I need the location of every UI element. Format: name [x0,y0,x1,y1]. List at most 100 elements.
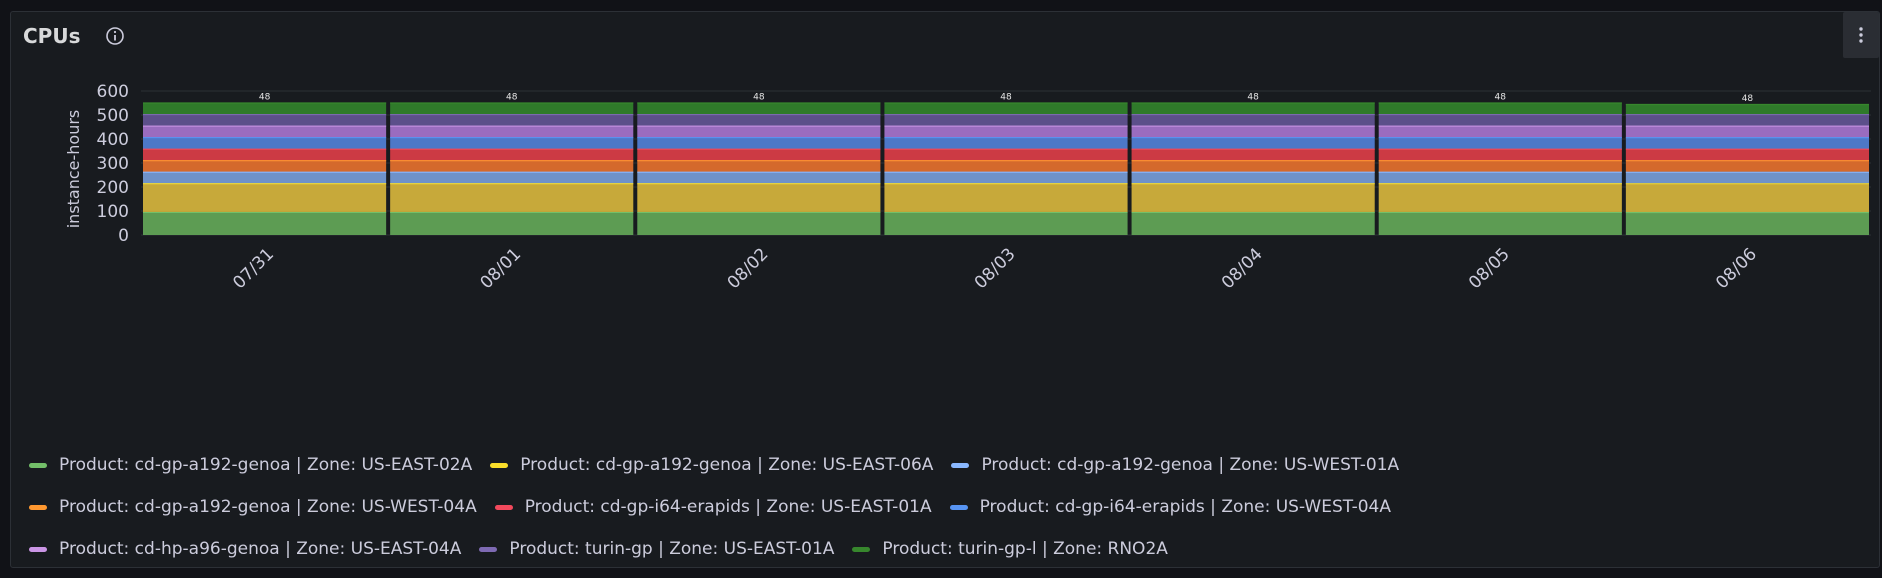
bar-segment [637,211,881,235]
kebab-menu-icon [1859,27,1863,43]
bar-segment [143,137,387,149]
legend-label: Product: cd-gp-i64-erapids | Zone: US-EA… [524,497,932,517]
bar-segment [143,114,387,126]
bar-segment [1625,171,1869,184]
bar-segment [1378,171,1622,184]
cpus-chart: 0100200300400500600instance-hours964807/… [64,82,1871,293]
legend-swatch [951,462,970,468]
legend-item[interactable]: Product: turin-gp-l | Zone: RNO2A [852,536,1168,562]
bar-data-label: 48 [1742,94,1754,104]
legend-item[interactable]: Product: cd-gp-i64-erapids | Zone: US-EA… [494,494,932,520]
bar-data-label: 48 [259,93,271,103]
bar-segment [390,114,634,126]
panel-menu-button[interactable] [1843,12,1879,58]
y-tick-label: 600 [97,82,129,102]
bar-segment [884,183,1128,212]
bar-segment [1378,160,1622,172]
bar-segment [637,148,881,161]
legend-item[interactable]: Product: cd-gp-a192-genoa | Zone: US-WES… [29,494,477,520]
y-tick-label: 200 [97,178,129,198]
y-tick-label: 500 [97,106,129,126]
legend-label: Product: cd-gp-a192-genoa | Zone: US-EAS… [520,455,934,475]
legend-swatch [490,462,509,468]
y-tick-label: 100 [97,202,129,222]
legend-swatch [949,504,968,510]
legend-label: Product: turin-gp | Zone: US-EAST-01A [509,539,835,559]
legend-label: Product: cd-gp-a192-genoa | Zone: US-WES… [59,497,477,517]
bar-segment [143,148,387,161]
bar-segment [884,137,1128,149]
bar-segment [1131,102,1375,115]
panel-title: CPUs [23,24,81,48]
bar-segment [637,137,881,149]
bar-segment [1625,160,1869,172]
bar-segment [1625,137,1869,149]
x-tick-label: 07/31 [229,244,278,293]
bar-data-label: 48 [1495,93,1507,103]
legend-item[interactable]: Product: cd-hp-a96-genoa | Zone: US-EAST… [29,536,461,562]
bar-data-label: 48 [1000,93,1012,103]
bar-segment [390,137,634,149]
bar-segment [1378,211,1622,235]
bar-segment [637,102,881,115]
legend-item[interactable]: Product: cd-gp-a192-genoa | Zone: US-EAS… [29,452,472,478]
legend-label: Product: cd-gp-i64-erapids | Zone: US-WE… [979,497,1391,517]
legend-swatch [29,546,47,552]
x-tick-label: 08/02 [724,244,773,293]
bar-segment [143,125,387,138]
legend-swatch [494,504,513,510]
bar-segment [1625,211,1869,235]
bar-segment [390,148,634,161]
bar-segment [143,102,387,115]
cpus-panel: 0100200300400500600instance-hours964807/… [10,11,1880,568]
bar-segment [1131,211,1375,235]
legend-label: Product: cd-hp-a96-genoa | Zone: US-EAST… [59,539,462,559]
bar-segment [143,171,387,184]
y-tick-label: 400 [97,130,129,150]
bar-segment [1625,103,1869,115]
bar-data-label: 48 [506,93,518,103]
bar-segment [884,102,1128,115]
bar-segment [1625,183,1869,212]
legend-swatch [479,546,498,552]
bar-segment [1378,114,1622,126]
bar-segment [390,125,634,138]
legend-label: Product: turin-gp-l | Zone: RNO2A [882,539,1168,559]
bar-segment [884,148,1128,161]
chart-legend: Product: cd-gp-a192-genoa | Zone: US-EAS… [29,452,1629,562]
bar-segment [884,114,1128,126]
bar-segment [390,171,634,184]
bar-segment [884,171,1128,184]
bar-segment [390,211,634,235]
bar-segment [1131,114,1375,126]
bar-segment [1378,137,1622,149]
bar-segment [637,183,881,212]
x-tick-label: 08/03 [971,244,1020,293]
bar-segment [1378,148,1622,161]
bar-segment [1131,137,1375,149]
bar-segment [1625,148,1869,161]
bar-segment [637,160,881,172]
bar-segment [637,114,881,126]
bar-segment [143,183,387,212]
bar-segment [637,125,881,138]
legend-item[interactable]: Product: cd-gp-a192-genoa | Zone: US-EAS… [490,452,933,478]
bar-segment [1131,125,1375,138]
legend-item[interactable]: Product: cd-gp-a192-genoa | Zone: US-WES… [951,452,1399,478]
x-tick-label: 08/06 [1712,244,1761,293]
info-circle-icon[interactable] [105,26,125,50]
bar-segment [884,211,1128,235]
x-tick-label: 08/01 [476,244,525,293]
legend-item[interactable]: Product: cd-gp-i64-erapids | Zone: US-WE… [949,494,1391,520]
bar-segment [1131,183,1375,212]
bar-segment [390,160,634,172]
legend-swatch [852,546,871,552]
y-tick-label: 0 [118,226,129,246]
legend-item[interactable]: Product: turin-gp | Zone: US-EAST-01A [479,536,834,562]
legend-swatch [29,504,47,510]
y-axis-label: instance-hours [64,110,83,229]
bar-data-label: 48 [753,93,765,103]
y-tick-label: 300 [97,154,129,174]
bar-segment [390,102,634,115]
legend-label: Product: cd-gp-a192-genoa | Zone: US-EAS… [59,455,473,475]
